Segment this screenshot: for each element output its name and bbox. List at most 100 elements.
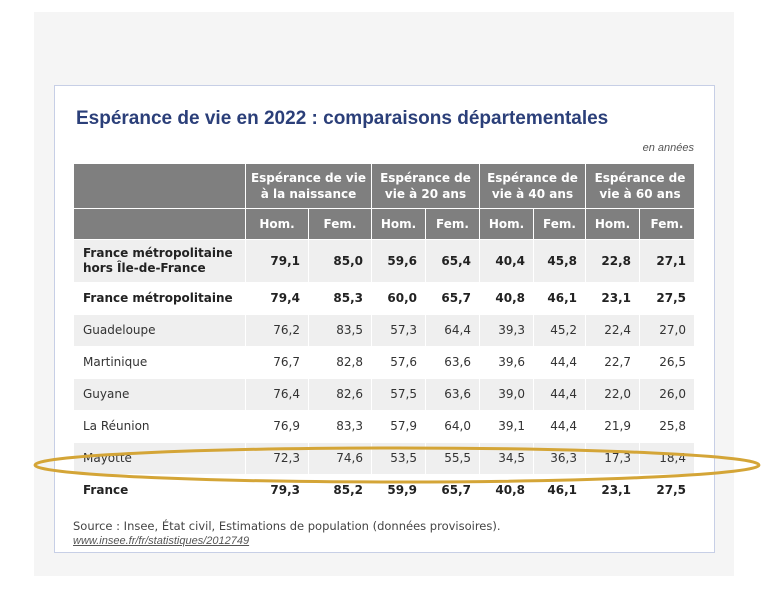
sub-header-fem: Fem. (308, 208, 372, 240)
cell-value: 59,9 (371, 474, 426, 507)
table-row: La Réunion 76,9 83,3 57,9 64,0 39,1 44,4… (73, 410, 695, 443)
cell-value: 27,1 (639, 239, 695, 283)
cell-value: 21,9 (585, 410, 640, 443)
cell-value: 63,6 (425, 378, 480, 411)
table-row: Guadeloupe 76,2 83,5 57,3 64,4 39,3 45,2… (73, 314, 695, 347)
sub-header-hom: Hom. (245, 208, 309, 240)
cell-value: 40,8 (479, 474, 534, 507)
cell-value: 39,0 (479, 378, 534, 411)
sub-header-empty (73, 208, 246, 240)
cell-value: 25,8 (639, 410, 695, 443)
cell-value: 39,1 (479, 410, 534, 443)
cell-value: 27,5 (639, 474, 695, 507)
cell-value: 22,8 (585, 239, 640, 283)
cell-value: 44,4 (533, 410, 586, 443)
group-header-40: Espérance de vie à 40 ans (479, 163, 586, 209)
table-title: Espérance de vie en 2022 : comparaisons … (76, 108, 609, 129)
cell-value: 22,7 (585, 346, 640, 379)
row-label: La Réunion (73, 410, 246, 443)
cell-value: 57,5 (371, 378, 426, 411)
group-header-row: Espérance de vie à la naissance Espéranc… (73, 163, 695, 209)
cell-value: 44,4 (533, 346, 586, 379)
row-label: France métropolitaine (73, 282, 246, 315)
cell-value: 53,5 (371, 442, 426, 475)
cell-value: 76,7 (245, 346, 309, 379)
cell-value: 34,5 (479, 442, 534, 475)
cell-value: 18,4 (639, 442, 695, 475)
row-label: France métropolitaine hors Île-de-France (73, 239, 246, 283)
cell-value: 45,8 (533, 239, 586, 283)
cell-value: 40,8 (479, 282, 534, 315)
cell-value: 26,0 (639, 378, 695, 411)
row-label: Guadeloupe (73, 314, 246, 347)
sub-header-hom: Hom. (371, 208, 426, 240)
life-expectancy-table: Espérance de vie à la naissance Espéranc… (73, 163, 695, 507)
cell-value: 27,0 (639, 314, 695, 347)
cell-value: 65,7 (425, 282, 480, 315)
cell-value: 57,6 (371, 346, 426, 379)
table-row: Guyane 76,4 82,6 57,5 63,6 39,0 44,4 22,… (73, 378, 695, 411)
table-row: France métropolitaine 79,4 85,3 60,0 65,… (73, 282, 695, 315)
sub-header-fem: Fem. (639, 208, 695, 240)
row-label: Mayotte (73, 442, 246, 475)
cell-value: 57,9 (371, 410, 426, 443)
row-label: Guyane (73, 378, 246, 411)
cell-value: 64,0 (425, 410, 480, 443)
cell-value: 76,9 (245, 410, 309, 443)
group-header-60: Espérance de vie à 60 ans (585, 163, 695, 209)
cell-value: 85,3 (308, 282, 372, 315)
cell-value: 74,6 (308, 442, 372, 475)
cell-value: 40,4 (479, 239, 534, 283)
cell-value: 26,5 (639, 346, 695, 379)
group-header-20: Espérance de vie à 20 ans (371, 163, 480, 209)
cell-value: 46,1 (533, 282, 586, 315)
cell-value: 65,7 (425, 474, 480, 507)
cell-value: 85,0 (308, 239, 372, 283)
sub-header-hom: Hom. (585, 208, 640, 240)
cell-value: 79,1 (245, 239, 309, 283)
cell-value: 63,6 (425, 346, 480, 379)
cell-value: 27,5 (639, 282, 695, 315)
cell-value: 46,1 (533, 474, 586, 507)
sub-header-hom: Hom. (479, 208, 534, 240)
cell-value: 83,3 (308, 410, 372, 443)
cell-value: 64,4 (425, 314, 480, 347)
cell-value: 65,4 (425, 239, 480, 283)
sub-header-row: Hom. Fem. Hom. Fem. Hom. Fem. Hom. Fem. (73, 208, 695, 240)
cell-value: 72,3 (245, 442, 309, 475)
cell-value: 39,3 (479, 314, 534, 347)
cell-value: 76,4 (245, 378, 309, 411)
cell-value: 82,8 (308, 346, 372, 379)
group-header-birth: Espérance de vie à la naissance (245, 163, 372, 209)
cell-value: 79,3 (245, 474, 309, 507)
group-header-empty (73, 163, 246, 209)
cell-value: 17,3 (585, 442, 640, 475)
table-row: Martinique 76,7 82,8 57,6 63,6 39,6 44,4… (73, 346, 695, 379)
cell-value: 22,4 (585, 314, 640, 347)
source-link[interactable]: www.insee.fr/fr/statistiques/2012749 (73, 535, 250, 547)
sub-header-fem: Fem. (425, 208, 480, 240)
cell-value: 82,6 (308, 378, 372, 411)
row-label: Martinique (73, 346, 246, 379)
cell-value: 36,3 (533, 442, 586, 475)
cell-value: 44,4 (533, 378, 586, 411)
cell-value: 79,4 (245, 282, 309, 315)
cell-value: 76,2 (245, 314, 309, 347)
unit-note: en années (642, 142, 694, 154)
source-note: Source : Insee, État civil, Estimations … (73, 519, 501, 533)
row-label: France (73, 474, 246, 507)
cell-value: 60,0 (371, 282, 426, 315)
cell-value: 55,5 (425, 442, 480, 475)
table-row-mayotte: Mayotte 72,3 74,6 53,5 55,5 34,5 36,3 17… (73, 442, 695, 475)
cell-value: 83,5 (308, 314, 372, 347)
cell-value: 85,2 (308, 474, 372, 507)
sub-header-fem: Fem. (533, 208, 586, 240)
cell-value: 23,1 (585, 282, 640, 315)
cell-value: 59,6 (371, 239, 426, 283)
table-row: France 79,3 85,2 59,9 65,7 40,8 46,1 23,… (73, 474, 695, 507)
cell-value: 57,3 (371, 314, 426, 347)
cell-value: 23,1 (585, 474, 640, 507)
cell-value: 22,0 (585, 378, 640, 411)
cell-value: 39,6 (479, 346, 534, 379)
